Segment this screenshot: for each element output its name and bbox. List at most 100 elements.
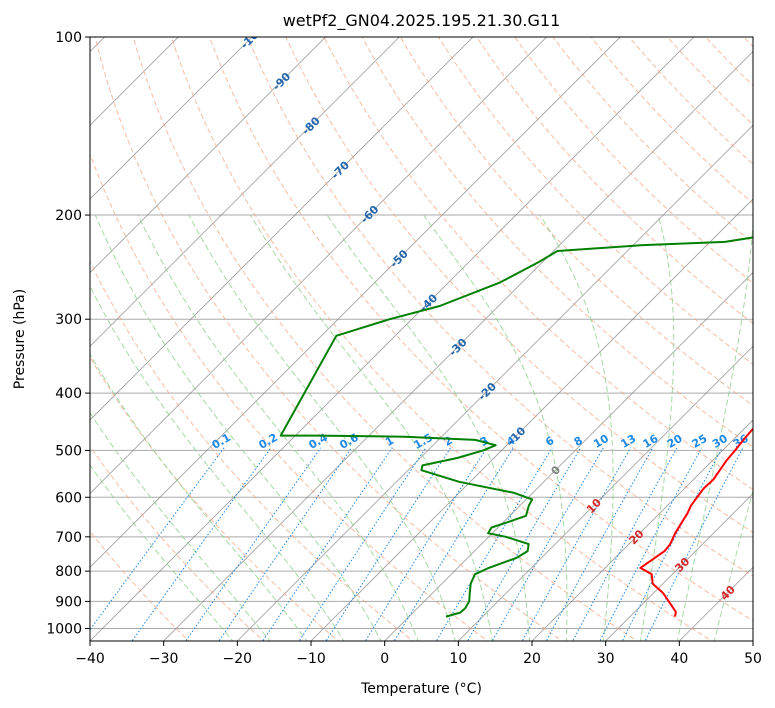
dry-adiabat-line	[90, 445, 265, 641]
y-tick-label: 700	[55, 530, 82, 546]
x-axis: −40 −30 −20 −10 0 10 20 30 40 50	[75, 641, 762, 667]
mixing-ratio-label: 0.1	[210, 431, 233, 452]
x-tick-label: 30	[597, 651, 615, 667]
isotherm-line	[90, 37, 327, 274]
sounding-profiles	[279, 236, 753, 618]
mixing-ratio-line	[491, 447, 604, 641]
y-tick-label: 500	[55, 443, 82, 459]
reference-lines	[90, 37, 753, 641]
dry-adiabat-label: -30	[446, 335, 469, 358]
y-tick-label: 600	[55, 490, 82, 506]
dry-adiabat-line	[514, 37, 753, 284]
mixing-ratio-label: 6	[543, 434, 556, 449]
dry-adiabat-line	[437, 37, 753, 365]
moist-adiabat-line	[90, 411, 271, 641]
dry-adiabat-label: -20	[476, 380, 499, 403]
isotherm-line	[90, 37, 179, 126]
moist-adiabat-line	[90, 285, 345, 641]
y-axis: 1000 900 800 700 600 500 400 300 200 100	[46, 30, 90, 637]
y-tick-label: 900	[55, 594, 82, 610]
isotherm-line	[163, 51, 753, 641]
x-tick-label: −20	[223, 651, 253, 667]
mixing-ratio-line	[131, 447, 272, 641]
x-tick-label: 10	[449, 651, 467, 667]
isotherm-line	[90, 37, 474, 421]
mixing-ratio-label: 10	[591, 432, 611, 451]
dry-adiabat-line	[476, 37, 753, 325]
x-tick-label: 40	[670, 651, 688, 667]
moist-adiabat-line	[713, 488, 753, 641]
y-tick-label: 100	[55, 30, 82, 46]
sounding-line	[639, 427, 753, 617]
moist-adiabat-line	[249, 214, 493, 641]
x-tick-label: 50	[744, 651, 762, 667]
dry-adiabat-line	[590, 37, 753, 205]
moist-adiabat-label: 30	[672, 555, 692, 575]
dry-adiabat-line	[170, 37, 713, 641]
mixing-ratio-line	[325, 447, 452, 641]
y-tick-label: 1000	[46, 621, 82, 637]
moist-adiabat-line	[90, 464, 234, 641]
y-axis-title: Pressure (hPa)	[12, 289, 28, 389]
x-tick-label: 20	[523, 651, 541, 667]
mixing-ratio-line	[644, 447, 744, 641]
mixing-ratio-line	[599, 447, 703, 641]
moist-adiabat-label: 20	[627, 527, 647, 547]
moist-adiabat-line	[423, 214, 568, 641]
moist-adiabat-line	[539, 214, 614, 641]
mixing-ratio-label: 20	[665, 432, 685, 451]
x-tick-label: −10	[296, 651, 326, 667]
y-tick-label: 800	[55, 564, 82, 580]
moist-adiabat-line	[639, 214, 675, 641]
y-tick-label: 300	[55, 312, 82, 328]
mixing-ratio-label: 16	[641, 432, 661, 451]
isotherm-line	[457, 345, 753, 641]
moist-adiabat-line	[94, 214, 382, 641]
chart-title: wetPf2_GN04.2025.195.21.30.G11	[283, 11, 561, 31]
x-axis-title: Temperature (°C)	[360, 681, 482, 697]
moist-adiabat-line	[676, 216, 753, 641]
x-tick-label: −40	[75, 651, 105, 667]
mixing-ratio-label: 8	[572, 434, 585, 449]
isotherm-line	[90, 37, 621, 568]
x-tick-label: −30	[149, 651, 179, 667]
dry-adiabat-line	[132, 37, 638, 641]
dry-adiabat-line	[361, 37, 753, 448]
dry-adiabat-label: -90	[270, 70, 293, 93]
isotherm-line	[236, 124, 753, 641]
dry-adiabat-line	[90, 260, 414, 641]
mixing-ratio-label: 30	[710, 432, 730, 451]
dry-adiabat-label: -70	[329, 158, 352, 181]
dry-adiabat-line	[90, 152, 489, 641]
mixing-ratio-line	[521, 447, 632, 641]
dry-adiabat-line	[90, 530, 190, 641]
sounding-line	[279, 236, 753, 618]
dry-adiabat-line	[666, 37, 753, 126]
isotherm-line	[90, 37, 695, 641]
mixing-ratio-label: 0.4	[307, 431, 331, 452]
dry-adiabat-line	[285, 37, 753, 534]
dry-adiabat-line	[704, 37, 753, 87]
isotherm-line	[90, 37, 548, 495]
mixing-ratio-line	[466, 447, 582, 641]
dry-adiabat-line	[94, 37, 564, 641]
moist-adiabat-label: 40	[718, 583, 738, 603]
mixing-ratio-line	[218, 447, 353, 641]
mixing-ratio-label: 2	[442, 434, 455, 449]
dry-adiabat-label: -50	[388, 247, 411, 270]
reference-line-labels: 0.1 0.2 0.4 0.6 1 1.5 2 3 4 6 8 10 13 16 20 25 30 36-100-…	[210, 37, 751, 603]
dry-adiabat-line	[323, 37, 753, 491]
mixing-ratio-line	[90, 447, 225, 631]
dry-adiabat-line	[552, 37, 753, 244]
mixing-ratio-line	[262, 447, 393, 641]
moist-adiabat-line	[90, 353, 308, 641]
isotherm-line	[605, 493, 753, 641]
dry-adiabat-line	[399, 37, 753, 407]
moist-adiabat-line	[326, 214, 530, 641]
y-tick-label: 400	[55, 386, 82, 402]
mixing-ratio-line	[364, 447, 488, 641]
isotherm-line	[752, 640, 753, 641]
dry-adiabat-label: -80	[299, 114, 322, 137]
plot-frame	[89, 36, 754, 642]
isotherm-line	[310, 198, 753, 641]
